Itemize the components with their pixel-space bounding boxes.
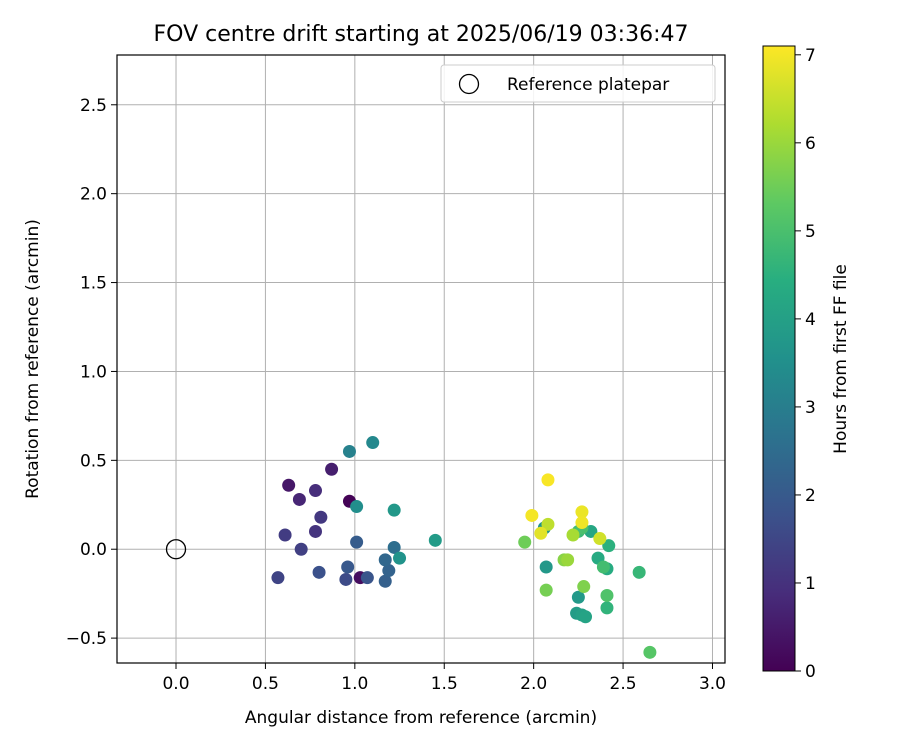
grid [117,55,725,663]
data-point [350,500,364,514]
colorbar-tick-label: 7 [805,46,816,66]
data-point [518,535,532,549]
data-point [541,473,555,487]
data-point [596,560,610,574]
data-point [525,508,539,522]
colorbar-label: Hours from first FF file [831,264,851,454]
y-tick-label: 1.5 [80,274,107,294]
data-point [387,540,401,554]
legend-reference-label: Reference platepar [507,75,669,95]
data-point [350,535,364,549]
colorbar-tick-label: 1 [805,574,816,594]
data-point [575,505,589,519]
data-point [325,462,339,476]
y-tick-label: −0.5 [66,629,107,649]
x-tick-label: 2.5 [610,674,637,694]
x-tick-label: 2.0 [520,674,547,694]
colorbar-tick-label: 6 [805,134,816,154]
data-point [360,571,374,585]
x-tick-label: 1.0 [341,674,368,694]
colorbar-ticks: 0 1 2 3 4 5 6 7 [795,46,816,682]
data-point [600,588,614,602]
data-point [294,542,308,556]
data-point [566,528,580,542]
colorbar-tick-label: 0 [805,662,816,682]
data-point [312,565,326,579]
data-point [278,528,292,542]
data-point [308,524,322,538]
data-point [571,590,585,604]
legend: Reference platepar [440,64,716,103]
colorbar-gradient [762,45,796,672]
data-point [600,601,614,615]
data-point [271,571,285,585]
colorbar-tick-label: 4 [805,310,816,330]
data-point [428,533,442,547]
data-point [339,572,353,586]
x-tick-label: 0.0 [162,674,189,694]
data-point [602,539,616,553]
colorbar-tick-label: 3 [805,398,816,418]
data-points [271,436,657,659]
data-point [539,560,553,574]
x-tick-label: 0.5 [252,674,279,694]
y-axis-ticks: −0.5 0.0 0.5 1.0 1.5 2.0 2.5 [66,96,117,649]
y-tick-label: 2.5 [80,96,107,116]
x-tick-label: 3.0 [699,674,726,694]
data-point [539,583,553,597]
data-point [342,444,356,458]
data-point [341,560,355,574]
x-axis-label: Angular distance from reference (arcmin) [245,708,597,728]
data-point [561,553,575,567]
y-tick-label: 0.0 [80,540,107,560]
colorbar: 0 1 2 3 4 5 6 7 Hours from first FF file [762,45,851,682]
data-point [643,645,657,659]
y-axis-label: Rotation from reference (arcmin) [23,219,43,499]
plot-frame [116,54,726,664]
data-point [575,516,589,530]
chart-title: FOV centre drift starting at 2025/06/19 … [154,22,689,47]
data-point [632,565,646,579]
legend-box [440,64,716,103]
y-tick-label: 2.0 [80,185,107,205]
data-point [393,551,407,565]
y-tick-label: 1.0 [80,362,107,382]
data-point [579,610,593,624]
data-point [366,436,380,450]
x-axis-ticks: 0.0 0.5 1.0 1.5 2.0 2.5 3.0 [162,663,726,694]
data-point [382,564,396,578]
reference-marker [165,539,187,560]
data-point [308,484,322,498]
data-point [314,510,328,524]
data-point [387,503,401,517]
data-point [282,478,296,492]
reference-point-marker [165,539,187,560]
legend-reference-marker-icon [458,73,480,95]
data-point [593,532,607,546]
y-tick-label: 0.5 [80,451,107,471]
data-point [577,580,591,594]
data-point [292,492,306,506]
data-point [378,553,392,567]
data-point [534,526,548,540]
colorbar-tick-label: 5 [805,222,816,242]
colorbar-tick-label: 2 [805,486,816,506]
data-point [541,517,555,531]
x-tick-label: 1.5 [431,674,458,694]
data-point [378,574,392,588]
